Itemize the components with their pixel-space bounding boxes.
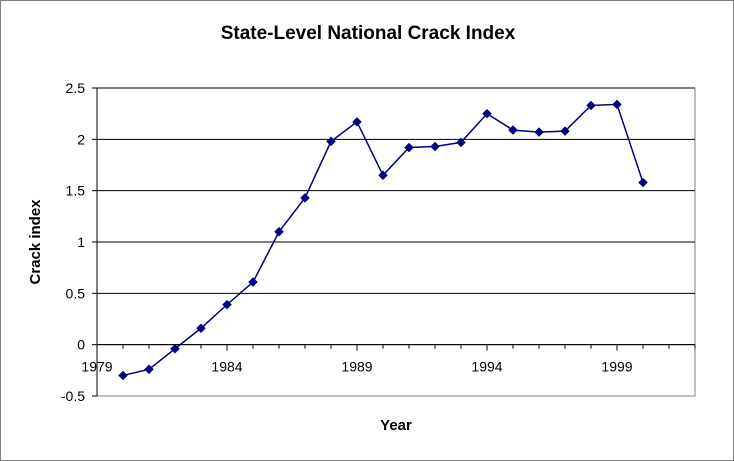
x-tick-label: 1989 (341, 359, 372, 375)
data-point (560, 126, 570, 136)
data-point (248, 277, 258, 287)
x-axis: 1979 1984 1989 1994 1999 (81, 344, 696, 375)
data-point (586, 100, 596, 111)
data-point (118, 370, 128, 381)
y-tick-label: 1 (77, 234, 85, 250)
y-tick-label: 0 (77, 337, 85, 353)
data-point (352, 117, 362, 127)
data-point (534, 127, 544, 138)
data-point (612, 99, 622, 110)
y-tick-label: -0.5 (61, 388, 85, 404)
chart-title: State-Level National Crack Index (221, 23, 516, 44)
data-point (274, 226, 284, 237)
data-point (430, 141, 440, 152)
y-tick-label: 2 (77, 131, 85, 147)
data-point (196, 323, 206, 334)
data-point (638, 177, 648, 188)
data-point (170, 343, 180, 354)
data-point (378, 170, 388, 181)
series-crack-index (118, 99, 648, 381)
data-point (456, 137, 466, 148)
data-point (222, 299, 232, 310)
y-tick-label: 2.5 (66, 80, 86, 96)
data-point (404, 142, 414, 153)
x-axis-title: Year (380, 417, 412, 434)
data-point (482, 108, 492, 119)
data-point (300, 192, 310, 203)
data-point (326, 136, 336, 147)
y-axis-title: Crack index (27, 199, 44, 285)
y-axis: -0.5 0 0.5 1 1.5 2 2.5 (61, 80, 98, 404)
x-tick-label: 1999 (601, 359, 632, 375)
x-tick-label: 1994 (471, 359, 502, 375)
data-point (508, 125, 518, 135)
data-point (144, 364, 154, 375)
y-tick-label: 0.5 (66, 285, 86, 301)
y-tick-label: 1.5 (66, 183, 86, 199)
x-tick-label: 1984 (211, 359, 242, 375)
